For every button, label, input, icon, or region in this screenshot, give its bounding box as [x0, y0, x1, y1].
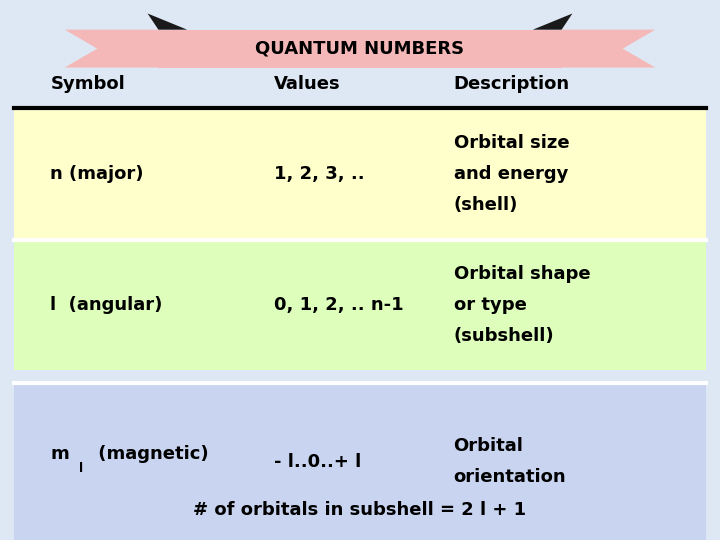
FancyBboxPatch shape	[14, 240, 706, 370]
Text: m: m	[50, 444, 69, 463]
Text: Values: Values	[274, 75, 341, 93]
Text: 0, 1, 2, .. n-1: 0, 1, 2, .. n-1	[274, 296, 403, 314]
Text: Orbital: Orbital	[454, 437, 523, 455]
Text: (subshell): (subshell)	[454, 327, 554, 346]
Text: QUANTUM NUMBERS: QUANTUM NUMBERS	[256, 39, 464, 58]
Text: and energy: and energy	[454, 165, 568, 183]
Text: - l..0..+ l: - l..0..+ l	[274, 453, 361, 471]
Text: Orbital shape: Orbital shape	[454, 265, 590, 283]
FancyBboxPatch shape	[158, 30, 562, 68]
Text: l  (angular): l (angular)	[50, 296, 163, 314]
Text: orientation: orientation	[454, 468, 566, 487]
Text: Symbol: Symbol	[50, 75, 125, 93]
Polygon shape	[148, 14, 187, 30]
Text: # of orbitals in subshell = 2 l + 1: # of orbitals in subshell = 2 l + 1	[194, 501, 526, 519]
Text: n (major): n (major)	[50, 165, 144, 183]
Text: Description: Description	[454, 75, 570, 93]
Text: or type: or type	[454, 296, 526, 314]
Polygon shape	[65, 30, 158, 68]
Polygon shape	[533, 14, 572, 30]
Text: (magnetic): (magnetic)	[92, 444, 209, 463]
Text: (shell): (shell)	[454, 196, 518, 214]
Text: Orbital size: Orbital size	[454, 133, 570, 152]
FancyBboxPatch shape	[14, 109, 706, 239]
Polygon shape	[562, 30, 655, 68]
Text: l: l	[79, 462, 84, 475]
Text: 1, 2, 3, ..: 1, 2, 3, ..	[274, 165, 364, 183]
FancyBboxPatch shape	[14, 383, 706, 540]
